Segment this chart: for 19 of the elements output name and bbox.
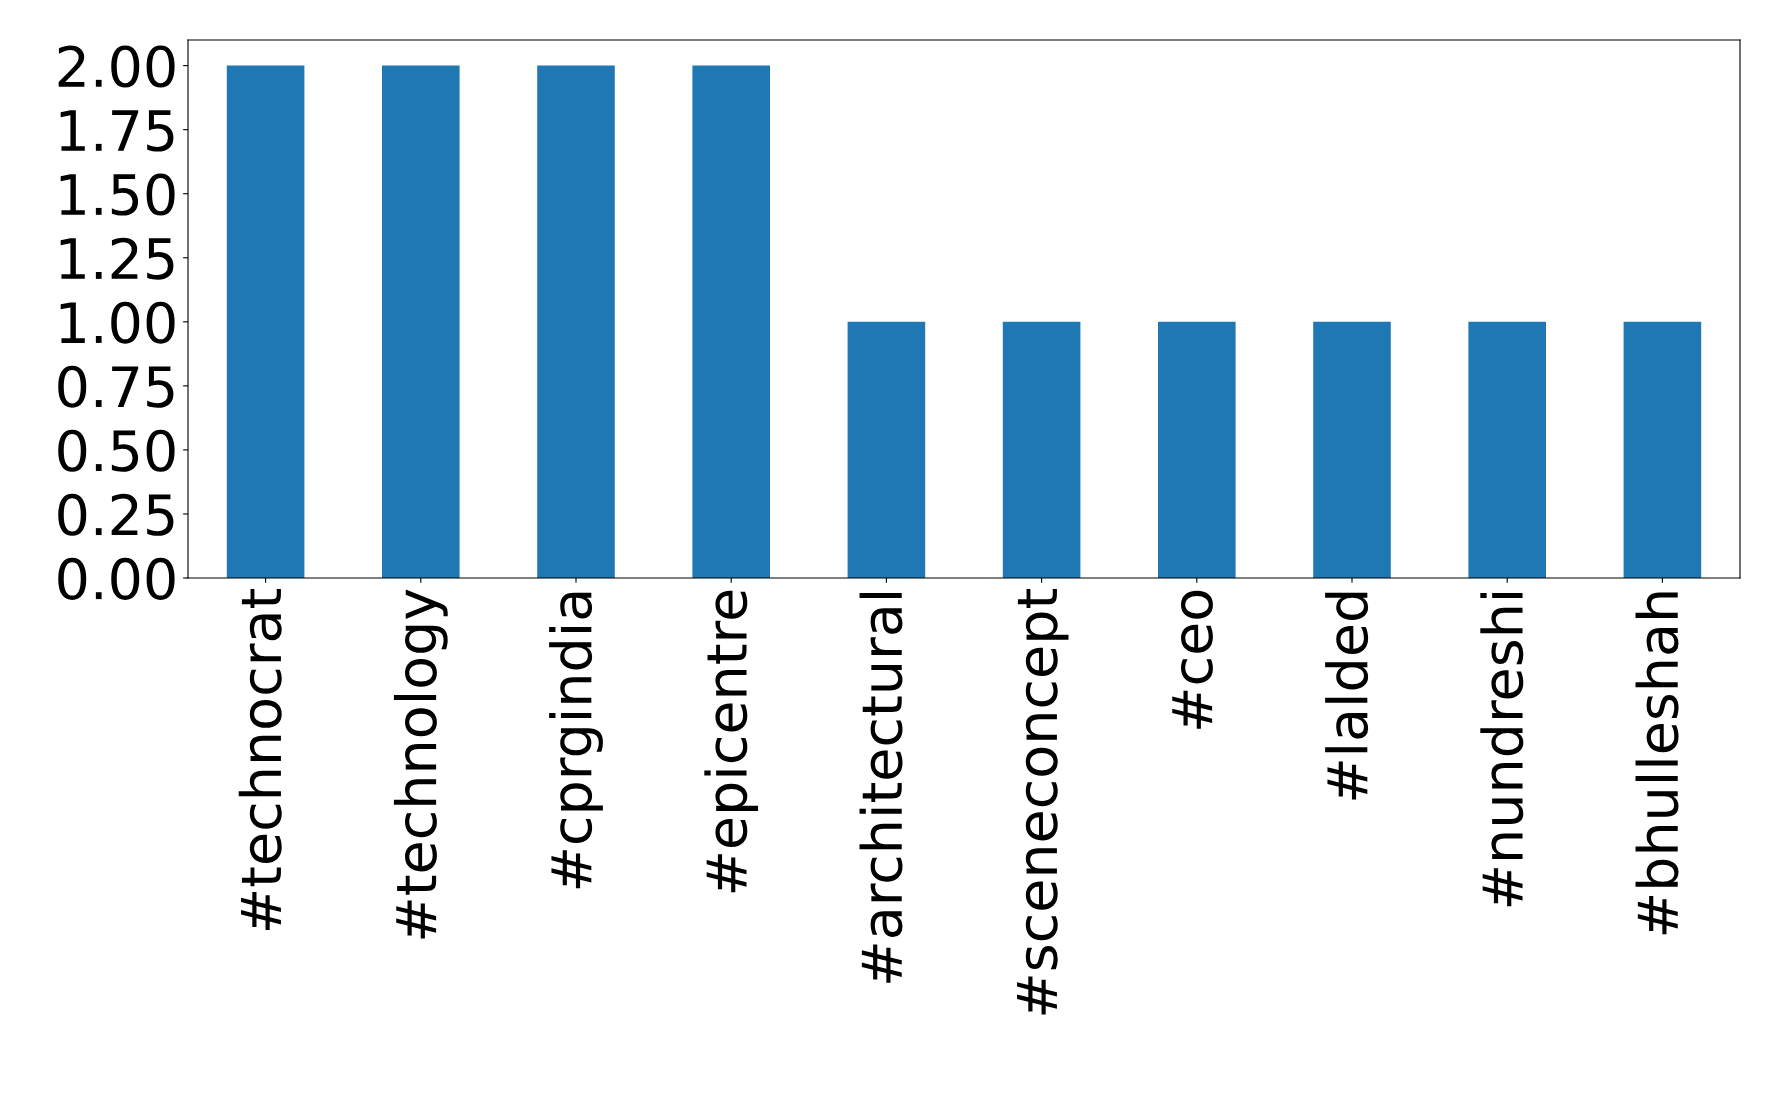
y-tick-label: 0.25: [58, 493, 174, 536]
x-tick-label: #bhulleshah: [1635, 592, 1679, 935]
x-tick-label: #technology: [393, 589, 448, 939]
x-tick-label: #lalded: [1325, 592, 1369, 800]
y-tick-label: 0.75: [58, 365, 174, 408]
y-tick-label: 1.00: [60, 301, 175, 344]
y-tick-label: 2.00: [58, 45, 175, 88]
x-tick-label: #sceneconcept: [1017, 589, 1069, 1015]
y-tick-label: 1.25: [60, 237, 174, 280]
x-tick-label: #architectural: [859, 592, 903, 983]
y-tick-label: 0.00: [58, 557, 175, 600]
x-tick-label: #cprgindia: [549, 592, 603, 889]
x-tick-label: #technocrat: [238, 589, 282, 931]
x-tick-label: #nundreshi: [1480, 592, 1524, 907]
y-tick-label: 1.75: [60, 110, 174, 152]
x-tick-label: #epicentre: [704, 590, 759, 893]
y-tick-label: 1.50: [60, 173, 175, 216]
y-tick-label: 0.50: [58, 429, 175, 472]
x-tick-label: #ceo: [1172, 590, 1213, 729]
